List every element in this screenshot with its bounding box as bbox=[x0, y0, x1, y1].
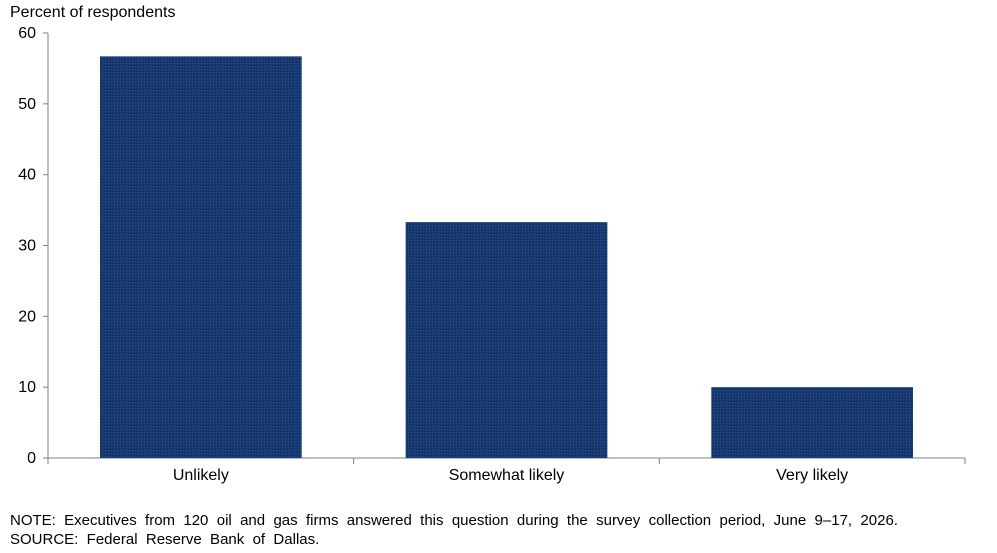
x-category-label: Somewhat likely bbox=[449, 467, 565, 484]
bar-unlikely bbox=[99, 56, 302, 458]
y-tick-label: 10 bbox=[18, 379, 36, 396]
bar-somewhat-likely bbox=[405, 222, 608, 458]
bar-very-likely bbox=[711, 387, 914, 458]
source-text: SOURCE: Federal Reserve Bank of Dallas. bbox=[10, 531, 320, 548]
y-tick-label: 40 bbox=[18, 167, 36, 184]
plot-area: 0 10 20 30 40 50 60 Unlikely Somewhat likely Very… bbox=[18, 25, 966, 484]
x-category-label: Very likely bbox=[776, 467, 848, 484]
y-axis-title: Percent of respondents bbox=[10, 4, 175, 21]
y-tick-label: 50 bbox=[18, 96, 36, 113]
y-tick-label: 20 bbox=[18, 308, 36, 325]
y-tick-label: 0 bbox=[27, 450, 36, 467]
y-tick-label: 30 bbox=[18, 238, 36, 255]
x-category-label: Unlikely bbox=[173, 467, 229, 484]
y-tick-label: 60 bbox=[18, 25, 36, 42]
note-text: NOTE: Executives from 120 oil and gas fi… bbox=[10, 512, 898, 529]
